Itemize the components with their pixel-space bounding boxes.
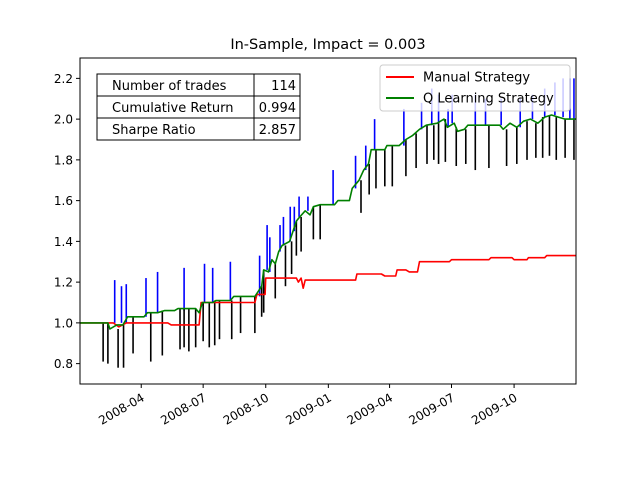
manual-strategy-line (80, 254, 576, 328)
table-value-text: 2.857 (259, 123, 296, 138)
legend: Manual Strategy Q Learning Strategy (379, 64, 571, 112)
y-tick-label: 1.0 (54, 316, 73, 330)
table-value-text: 0.994 (259, 101, 296, 116)
table-label-text: Cumulative Return (112, 101, 233, 116)
x-tick-label: 2009-01 (283, 390, 333, 427)
x-tick-label: 2008-04 (96, 390, 146, 427)
x-tick-label: 2009-04 (345, 390, 395, 427)
y-tick-label: 0.8 (54, 357, 73, 371)
table-label-text: Number of trades (112, 79, 227, 94)
legend-label: Q Learning Strategy (423, 92, 554, 107)
y-tick-label: 1.4 (54, 235, 73, 249)
x-tick-label: 2008-07 (158, 390, 208, 427)
plot-frame (79, 57, 577, 385)
y-tick-label: 1.2 (54, 276, 73, 290)
y-tick-label: 2.0 (54, 113, 73, 127)
table-value-text: 114 (271, 79, 296, 94)
y-tick-label: 1.8 (54, 153, 73, 167)
stats-table: Number of trades 114 Cumulative Return 0.99… (96, 73, 301, 141)
chart-title: In-Sample, Impact = 0.003 (230, 37, 425, 53)
table-label-text: Sharpe Ratio (112, 123, 196, 138)
table-cell-value (253, 117, 301, 141)
q-learning-strategy-line (80, 114, 576, 330)
legend-box (379, 64, 571, 112)
x-tick-label: 2009-07 (407, 390, 457, 427)
y-tick-label: 1.6 (54, 194, 73, 208)
x-tick-label: 2009-10 (469, 390, 519, 427)
x-tick-label: 2008-10 (221, 390, 271, 427)
series-lines (80, 114, 576, 330)
y-tick-label: 2.2 (54, 72, 73, 86)
legend-label: Manual Strategy (423, 71, 530, 86)
